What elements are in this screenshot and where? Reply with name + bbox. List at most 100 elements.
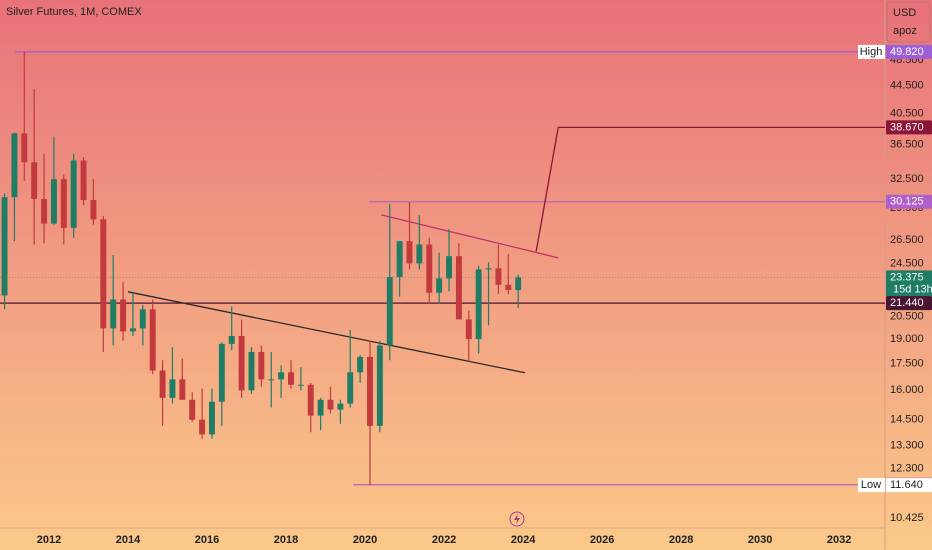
candle-body	[446, 256, 452, 279]
price-label: 30.125	[890, 196, 924, 208]
alert-icon[interactable]	[509, 511, 525, 527]
candle-body	[21, 133, 28, 163]
candle-body	[357, 356, 364, 373]
candle-body	[70, 160, 77, 228]
x-tick-label: 2022	[432, 534, 456, 546]
candle-body	[149, 309, 156, 371]
candle-body	[455, 256, 462, 320]
y-tick-label: 17.500	[890, 358, 924, 370]
x-tick-label: 2020	[353, 534, 377, 546]
price-label-box	[886, 194, 932, 209]
candle-body	[376, 345, 383, 426]
chart-title: Silver Futures, 1M, COMEX	[6, 6, 142, 18]
y-tick-label: 40.500	[890, 108, 924, 120]
price-label: 23.375	[890, 271, 924, 283]
candle-body	[238, 336, 245, 391]
candle-body	[41, 199, 48, 224]
x-tick-label: 2014	[116, 534, 141, 546]
price-label-box	[886, 44, 932, 59]
y-tick-label: 10.425	[890, 512, 924, 524]
price-label-box	[886, 478, 932, 493]
candle-body	[495, 268, 502, 285]
candle-body	[179, 379, 186, 400]
trend-line	[381, 214, 559, 259]
price-label: 38.670	[890, 121, 924, 133]
y-tick-label: 13.300	[890, 439, 924, 451]
candle-body	[1, 197, 8, 296]
candle-body	[258, 351, 265, 380]
price-tag-box	[858, 478, 885, 493]
candle-body	[100, 219, 107, 329]
candle-body	[327, 399, 334, 410]
x-tick-label: 2026	[590, 534, 614, 546]
candle-body	[386, 277, 393, 346]
candle-body	[80, 160, 87, 201]
x-tick-label: 2024	[511, 534, 536, 546]
candle-body	[505, 284, 512, 291]
price-label: 49.820	[890, 46, 924, 58]
price-label: 21.440	[890, 297, 924, 309]
candle-body	[347, 372, 354, 404]
x-tick-label: 2032	[827, 534, 851, 546]
candle-body	[50, 179, 57, 224]
candle-body	[31, 162, 38, 200]
candle-body	[199, 419, 206, 435]
scale-mode[interactable]: apoz	[893, 25, 917, 37]
candle-body	[317, 399, 324, 416]
candle-body	[416, 244, 423, 264]
candle-body	[209, 401, 215, 435]
price-tag: Low	[861, 479, 881, 491]
candle-body	[406, 241, 413, 264]
price-label-box	[886, 120, 932, 135]
y-tick-label: 32.500	[890, 173, 924, 185]
candle-body	[426, 244, 433, 293]
candle-body	[278, 372, 285, 380]
y-tick-label: 19.000	[890, 333, 924, 345]
candle-body	[11, 133, 18, 198]
price-label: 11.640	[890, 479, 923, 491]
candle-body	[268, 379, 275, 381]
x-tick-label: 2018	[274, 534, 298, 546]
price-tag-box	[858, 44, 885, 59]
candle-body	[110, 299, 117, 329]
y-tick-label: 16.000	[890, 384, 924, 396]
y-tick-label: 36.500	[890, 139, 924, 151]
scale-box[interactable]	[886, 1, 931, 43]
currency[interactable]: USD	[893, 7, 916, 19]
candle-body	[307, 384, 314, 416]
price-tag: High	[860, 46, 883, 58]
candle-body	[465, 319, 472, 340]
candle-body	[129, 328, 136, 332]
y-tick-label: 44.500	[890, 79, 924, 91]
candle-body	[436, 278, 443, 293]
x-tick-label: 2012	[37, 534, 61, 546]
y-tick-label: 26.500	[890, 234, 924, 246]
y-tick-label: 20.500	[890, 310, 924, 322]
x-tick-label: 2016	[195, 534, 219, 546]
candle-body	[337, 403, 344, 410]
candle-body	[297, 384, 304, 386]
candle-body	[169, 379, 176, 398]
candle-body	[515, 277, 522, 291]
candle-body	[120, 299, 127, 332]
trend-line	[535, 126, 885, 252]
countdown: 15d 13h	[893, 283, 932, 295]
candle-body	[248, 351, 255, 391]
price-label-box	[886, 296, 932, 311]
candle-body	[189, 399, 196, 420]
x-tick-label: 2030	[748, 534, 772, 546]
y-tick-label: 12.300	[890, 463, 924, 475]
candle-body	[485, 268, 492, 270]
candle-body	[288, 372, 294, 385]
trend-line	[127, 291, 526, 374]
candle-body	[60, 179, 67, 228]
candle-body	[396, 241, 403, 278]
y-tick-label: 24.500	[890, 257, 924, 269]
y-tick-label: 14.500	[890, 414, 924, 426]
candle-body	[367, 356, 373, 426]
price-label-box	[886, 270, 932, 297]
candle-body	[159, 370, 166, 398]
candle-body	[90, 200, 97, 220]
